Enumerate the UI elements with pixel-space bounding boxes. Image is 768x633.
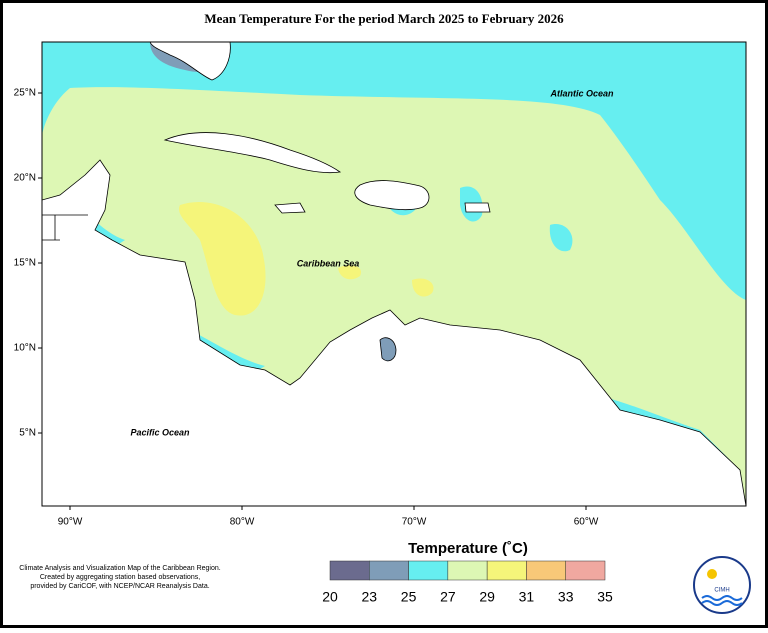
lat-label: 20°N bbox=[14, 173, 36, 184]
logo-ring bbox=[693, 556, 751, 614]
hot-zone bbox=[338, 265, 361, 280]
ocean-label: Pacific Ocean bbox=[130, 427, 190, 437]
lon-label: 60°W bbox=[574, 517, 599, 528]
land bbox=[42, 42, 746, 506]
lon-label: 90°W bbox=[58, 517, 83, 528]
legend-swatch bbox=[486, 560, 527, 581]
credit-line: Climate Analysis and Visualization Map o… bbox=[19, 565, 220, 572]
logo-sun bbox=[707, 569, 717, 579]
lon-label: 70°W bbox=[402, 517, 427, 528]
lat-label: 10°N bbox=[14, 343, 36, 354]
legend-title: Temperature (˚C) bbox=[408, 540, 528, 557]
credit-line: Created by aggregating station based obs… bbox=[40, 574, 200, 581]
ocean-label: Atlantic Ocean bbox=[549, 88, 614, 98]
logo-text: CIMH bbox=[714, 588, 729, 594]
lat-label: 15°N bbox=[14, 258, 36, 269]
legend-tick: 23 bbox=[361, 589, 377, 605]
title: Mean Temperature For the period March 20… bbox=[204, 11, 564, 26]
border bbox=[42, 214, 88, 241]
ocean-label: Caribbean Sea bbox=[297, 258, 360, 268]
lat-label: 25°N bbox=[14, 88, 36, 99]
lat-label: 5°N bbox=[19, 428, 36, 439]
legend-tick: 25 bbox=[401, 589, 417, 605]
legend-swatch bbox=[329, 560, 370, 581]
warm-zone bbox=[42, 42, 746, 300]
lon-label: 80°W bbox=[230, 517, 255, 528]
hot-zone bbox=[179, 202, 266, 316]
map-frame bbox=[41, 41, 747, 507]
logo: CIMH bbox=[693, 556, 751, 614]
legend-swatch bbox=[565, 560, 606, 581]
credit-line: provided by CariCOF, with NCEP/NCAR Rean… bbox=[30, 583, 209, 590]
legend-swatch bbox=[447, 560, 488, 581]
legend-tick: 33 bbox=[558, 589, 574, 605]
legend-swatch bbox=[526, 560, 566, 581]
hot-zone bbox=[412, 278, 434, 297]
map bbox=[42, 42, 746, 506]
warm-zone bbox=[549, 224, 573, 252]
legend-tick: 31 bbox=[519, 589, 535, 605]
legend-tick: 20 bbox=[322, 589, 338, 605]
legend-tick: 35 bbox=[597, 589, 613, 605]
legend-tick: 27 bbox=[440, 589, 456, 605]
warm-zone bbox=[190, 330, 265, 375]
legend-tick: 29 bbox=[479, 589, 495, 605]
logo-waves bbox=[701, 595, 743, 606]
legend-swatch bbox=[369, 560, 409, 581]
legend-swatch bbox=[408, 560, 449, 581]
